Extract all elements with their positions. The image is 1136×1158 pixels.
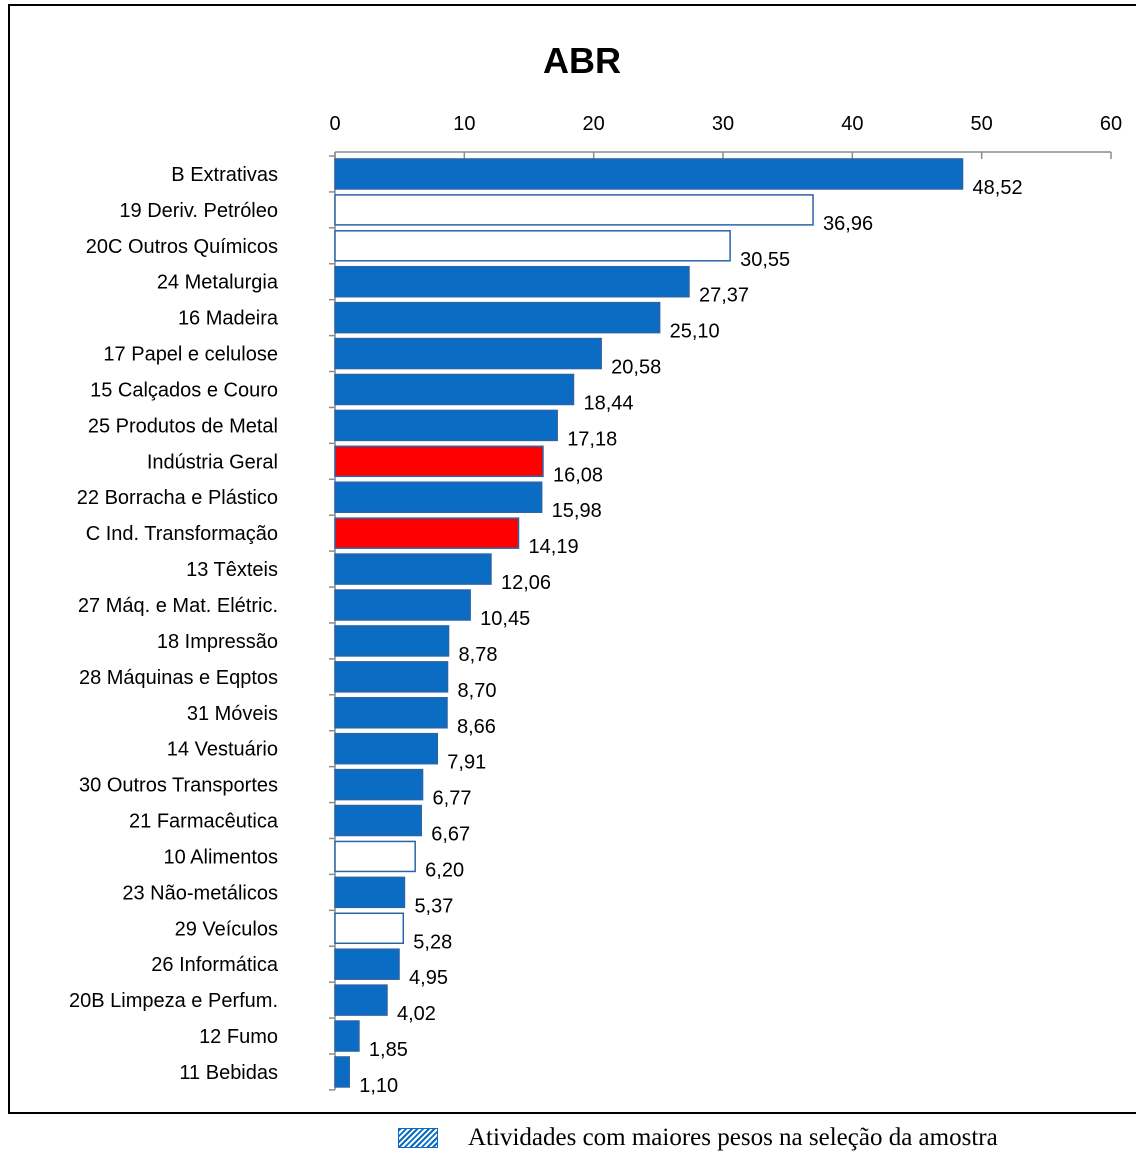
value-label: 1,10 <box>359 1075 398 1097</box>
value-label: 4,95 <box>409 967 448 989</box>
x-tick-label: 30 <box>712 113 734 135</box>
legend-label: Atividades com maiores pesos na seleção … <box>468 1124 998 1151</box>
value-label: 48,52 <box>973 177 1023 199</box>
bar-25 <box>334 1056 350 1088</box>
value-label: 8,66 <box>457 716 496 738</box>
category-label: 14 Vestuário <box>167 739 278 761</box>
bar-12 <box>334 589 471 621</box>
value-label: 30,55 <box>740 249 790 271</box>
bar-3 <box>334 265 690 298</box>
legend-hatched-swatch <box>398 1128 438 1148</box>
value-label: 25,10 <box>670 321 720 343</box>
category-label: 13 Têxteis <box>186 559 278 581</box>
value-label: 15,98 <box>552 500 602 522</box>
category-label: 17 Papel e celulose <box>103 344 278 366</box>
chart-frame: ABR 0 10 20 30 40 50 60 B Extrativas 48,52 19 De… <box>8 4 1136 1114</box>
category-label: 27 Máq. e Mat. Elétric. <box>78 595 278 617</box>
category-label: 30 Outros Transportes <box>79 775 278 797</box>
category-label: 10 Alimentos <box>163 846 278 868</box>
category-label: 22 Borracha e Plástico <box>77 487 278 509</box>
bar-6 <box>334 373 575 406</box>
value-label: 12,06 <box>501 572 551 594</box>
value-label: 5,28 <box>413 931 452 953</box>
value-label: 14,19 <box>529 536 579 558</box>
value-label: 1,85 <box>369 1039 408 1061</box>
bar-4 <box>334 301 661 334</box>
legend: Atividades com maiores pesos na seleção … <box>398 1120 998 1156</box>
value-label: 6,77 <box>433 788 472 810</box>
bar-23 <box>334 984 388 1016</box>
category-label: 23 Não-metálicos <box>122 882 278 904</box>
bar-24 <box>334 1020 360 1052</box>
category-label: 20B Limpeza e Perfum. <box>69 990 278 1012</box>
value-label: 17,18 <box>567 428 617 450</box>
bar-13 <box>334 625 450 657</box>
value-label: 6,20 <box>425 859 464 881</box>
x-tick-label: 50 <box>971 113 993 135</box>
bar-16 <box>334 732 439 765</box>
category-label: Indústria Geral <box>147 451 278 473</box>
bar-chart: ABR 0 10 20 30 40 50 60 B Extrativas 48,52 19 De… <box>69 40 1122 1097</box>
value-label: 10,45 <box>480 608 530 630</box>
category-label: 24 Metalurgia <box>157 272 279 294</box>
category-label: 19 Deriv. Petróleo <box>119 200 278 222</box>
bar-0 <box>334 158 964 190</box>
value-label: 20,58 <box>611 357 661 379</box>
x-tick-label: 40 <box>841 113 863 135</box>
bar-20 <box>334 876 406 909</box>
category-label: 26 Informática <box>151 954 279 976</box>
bar-5 <box>334 337 602 370</box>
category-label: 18 Impressão <box>157 631 278 653</box>
bar-14 <box>334 661 449 693</box>
category-label: C Ind. Transformação <box>86 523 278 545</box>
category-label: 11 Bebidas <box>179 1062 278 1084</box>
x-tick-label: 20 <box>583 113 605 135</box>
category-label: 15 Calçados e Couro <box>90 379 278 401</box>
value-label: 6,67 <box>431 824 470 846</box>
bar-10 <box>334 517 520 549</box>
value-label: 8,78 <box>459 644 498 666</box>
value-label: 16,08 <box>553 464 603 486</box>
bar-8 <box>334 445 544 478</box>
category-label: 16 Madeira <box>178 308 279 330</box>
bar-2 <box>334 230 731 262</box>
bar-22 <box>334 948 400 980</box>
value-label: 5,37 <box>414 895 453 917</box>
value-label: 4,02 <box>397 1003 436 1025</box>
x-tick-label: 60 <box>1100 113 1122 135</box>
x-tick-label: 10 <box>453 113 475 135</box>
value-label: 27,37 <box>699 285 749 307</box>
bar-17 <box>334 768 424 801</box>
category-label: 29 Veículos <box>175 918 278 940</box>
value-label: 18,44 <box>583 392 633 414</box>
value-label: 7,91 <box>447 752 486 774</box>
bar-18 <box>334 804 423 837</box>
bar-15 <box>334 697 448 729</box>
category-label: 12 Fumo <box>199 1026 278 1048</box>
x-tick-label: 0 <box>329 113 340 135</box>
category-label: 28 Máquinas e Eqptos <box>79 667 278 689</box>
value-label: 36,96 <box>823 213 873 235</box>
bar-1 <box>334 194 814 226</box>
category-label: B Extrativas <box>171 164 278 186</box>
bar-11 <box>334 553 492 585</box>
bar-19 <box>334 840 416 873</box>
category-label: 20C Outros Químicos <box>86 236 278 258</box>
value-label: 8,70 <box>458 680 497 702</box>
category-label: 21 Farmacêutica <box>129 811 279 833</box>
chart-title: ABR <box>543 40 621 81</box>
bar-9 <box>334 481 543 513</box>
bar-21 <box>334 912 405 945</box>
category-label: 31 Móveis <box>187 703 278 725</box>
category-label: 25 Produtos de Metal <box>88 415 278 437</box>
bar-7 <box>334 409 558 442</box>
